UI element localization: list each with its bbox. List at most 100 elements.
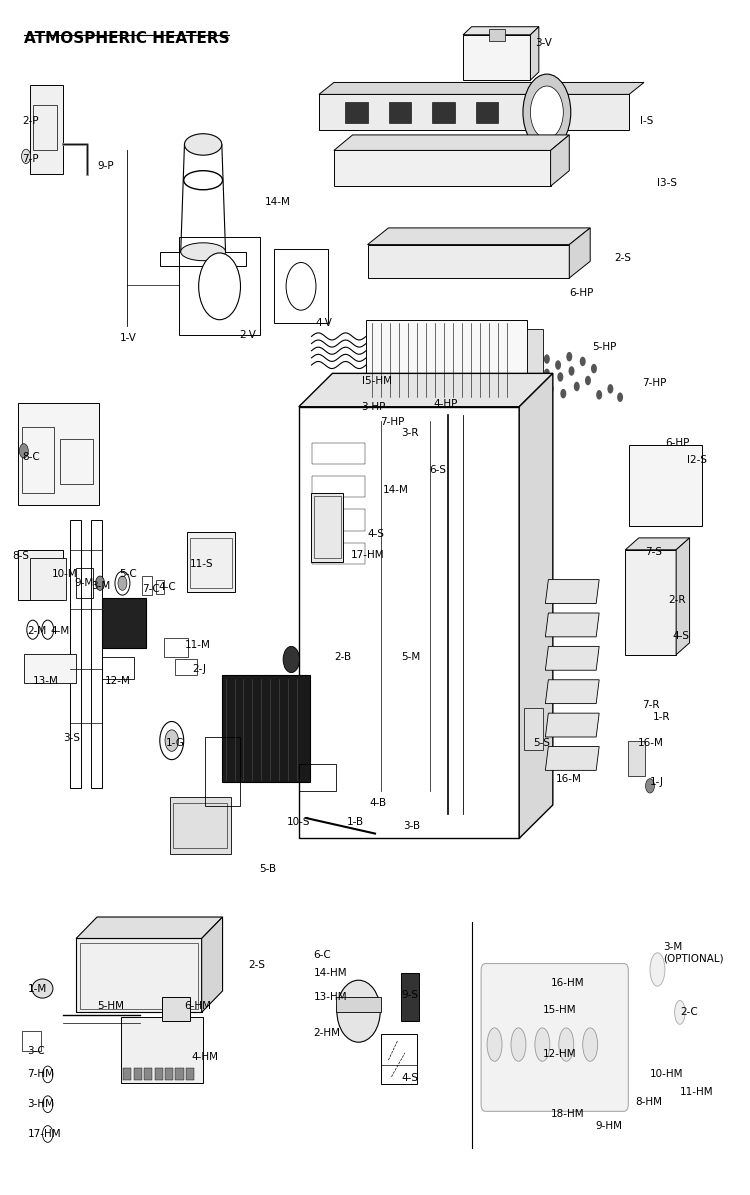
Circle shape: [591, 363, 597, 373]
Text: 2-M: 2-M: [28, 626, 46, 636]
Bar: [629, 445, 702, 526]
Text: 13-M: 13-M: [33, 676, 58, 686]
Bar: [432, 102, 454, 123]
Text: 10-M: 10-M: [53, 569, 78, 578]
Text: 1-G: 1-G: [166, 739, 184, 748]
Circle shape: [118, 576, 127, 590]
Text: 2-S: 2-S: [248, 960, 265, 969]
Bar: [30, 85, 64, 174]
Text: I5-HM: I5-HM: [362, 375, 392, 386]
Bar: [222, 675, 310, 783]
Bar: [298, 765, 336, 791]
Bar: [60, 439, 92, 484]
Text: 7-HP: 7-HP: [380, 417, 404, 428]
Circle shape: [523, 74, 571, 151]
Circle shape: [43, 1096, 53, 1113]
Text: 7-HM: 7-HM: [28, 1070, 55, 1079]
Text: 7-HP: 7-HP: [643, 378, 667, 388]
Text: 15-HM: 15-HM: [543, 1005, 577, 1015]
Text: 10-HM: 10-HM: [650, 1070, 683, 1079]
Text: 10-S: 10-S: [286, 816, 310, 827]
Text: 11-M: 11-M: [184, 641, 210, 650]
Polygon shape: [336, 997, 381, 1012]
Polygon shape: [368, 245, 569, 278]
Bar: [18, 403, 98, 504]
Ellipse shape: [559, 1028, 574, 1061]
Bar: [144, 1068, 152, 1080]
Text: 2-V: 2-V: [239, 330, 256, 341]
Polygon shape: [545, 646, 599, 670]
Polygon shape: [545, 580, 599, 603]
Circle shape: [530, 86, 563, 139]
Bar: [91, 520, 101, 789]
Bar: [24, 654, 76, 684]
Bar: [205, 737, 241, 807]
Circle shape: [283, 646, 299, 673]
Bar: [190, 538, 232, 588]
Text: 7-P: 7-P: [22, 154, 39, 164]
Bar: [18, 550, 63, 600]
Text: 7-C: 7-C: [142, 584, 160, 594]
Polygon shape: [519, 373, 553, 839]
Bar: [274, 250, 328, 324]
Ellipse shape: [184, 134, 222, 155]
Circle shape: [160, 722, 184, 760]
Polygon shape: [181, 145, 226, 252]
Bar: [488, 29, 505, 41]
Text: 3-B: 3-B: [404, 821, 421, 832]
Bar: [123, 1068, 131, 1080]
Polygon shape: [76, 938, 202, 1012]
Bar: [162, 997, 190, 1021]
Bar: [524, 709, 543, 750]
Text: 7-S: 7-S: [646, 547, 662, 557]
Text: 8-C: 8-C: [22, 452, 40, 461]
Bar: [80, 943, 198, 1009]
Circle shape: [548, 384, 554, 393]
Circle shape: [115, 571, 130, 595]
Bar: [142, 576, 152, 595]
Text: 18-HM: 18-HM: [550, 1109, 584, 1119]
Polygon shape: [76, 917, 223, 938]
Text: 4-HM: 4-HM: [192, 1052, 219, 1061]
Text: 2-HM: 2-HM: [314, 1028, 340, 1037]
Bar: [526, 330, 543, 391]
Bar: [388, 102, 411, 123]
Polygon shape: [368, 228, 590, 245]
Bar: [102, 657, 134, 679]
Circle shape: [608, 384, 613, 393]
Text: 16-HM: 16-HM: [550, 978, 584, 987]
Text: 5-B: 5-B: [260, 864, 276, 875]
Text: 2-R: 2-R: [668, 595, 686, 605]
Text: 1-M: 1-M: [28, 983, 46, 993]
Circle shape: [557, 372, 563, 381]
Bar: [401, 973, 419, 1021]
Text: 6-HP: 6-HP: [665, 437, 689, 447]
Polygon shape: [334, 135, 569, 151]
Bar: [476, 102, 498, 123]
Text: 4-HP: 4-HP: [433, 399, 457, 410]
Text: 11-S: 11-S: [190, 559, 213, 569]
Text: 4-C: 4-C: [158, 582, 176, 592]
Circle shape: [20, 443, 28, 458]
Circle shape: [585, 375, 591, 385]
Bar: [312, 543, 364, 564]
Circle shape: [42, 620, 54, 639]
Text: 3-HP: 3-HP: [362, 402, 386, 412]
Text: 4-V: 4-V: [315, 318, 332, 329]
Text: 2-P: 2-P: [22, 116, 39, 125]
Text: 14-M: 14-M: [382, 485, 408, 495]
Polygon shape: [202, 917, 223, 1012]
Text: 13-HM: 13-HM: [314, 992, 347, 1001]
Bar: [33, 105, 57, 151]
Circle shape: [544, 354, 550, 363]
Text: 8-HM: 8-HM: [635, 1097, 662, 1107]
Bar: [30, 558, 66, 600]
Polygon shape: [319, 82, 644, 94]
Bar: [76, 568, 92, 598]
Ellipse shape: [181, 243, 226, 261]
Text: I2-S: I2-S: [687, 455, 707, 465]
Circle shape: [566, 351, 572, 361]
Polygon shape: [545, 747, 599, 771]
Circle shape: [646, 779, 655, 793]
Text: 5-M: 5-M: [401, 652, 421, 662]
